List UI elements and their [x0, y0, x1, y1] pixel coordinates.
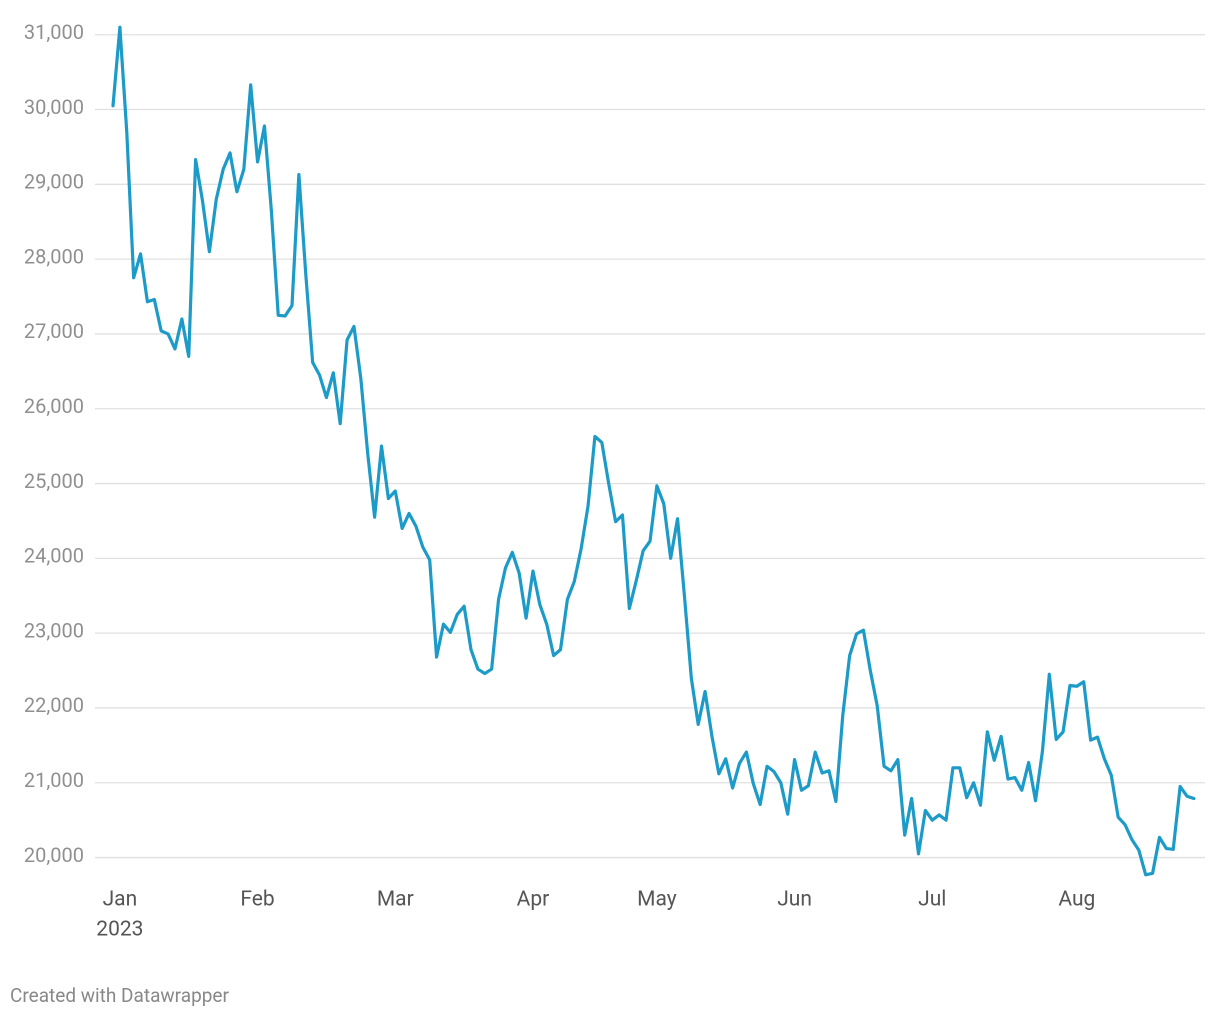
y-tick-label: 24,000 — [24, 544, 84, 568]
y-tick-label: 31,000 — [24, 20, 84, 44]
y-tick-label: 29,000 — [24, 170, 84, 194]
x-tick-label: Aug — [1058, 888, 1095, 912]
line — [111, 25, 1196, 877]
y-tick-label: 26,000 — [24, 394, 84, 418]
x-tick-label: Mar — [377, 888, 414, 912]
y-tick-label: 20,000 — [24, 843, 84, 867]
x-tick-label: Feb — [240, 888, 274, 912]
y-tick-label: 23,000 — [24, 618, 84, 642]
y-tick-label: 21,000 — [24, 768, 84, 792]
y-tick-label: 30,000 — [24, 95, 84, 119]
y-tick-label: 27,000 — [24, 319, 84, 343]
x-tick-label: May — [637, 888, 677, 912]
x-tick-label: Jul — [918, 888, 946, 912]
x-tick-label: Jun — [777, 888, 812, 912]
credit: Created with Datawrapper — [10, 984, 229, 1007]
x-sublabel: 2023 — [96, 918, 143, 942]
y-tick-label: 25,000 — [24, 469, 84, 493]
y-tick-label: 28,000 — [24, 244, 84, 268]
x-tick-label: Apr — [517, 888, 550, 912]
y-tick-label: 22,000 — [24, 693, 84, 717]
x-tick-label: Jan — [103, 888, 138, 912]
